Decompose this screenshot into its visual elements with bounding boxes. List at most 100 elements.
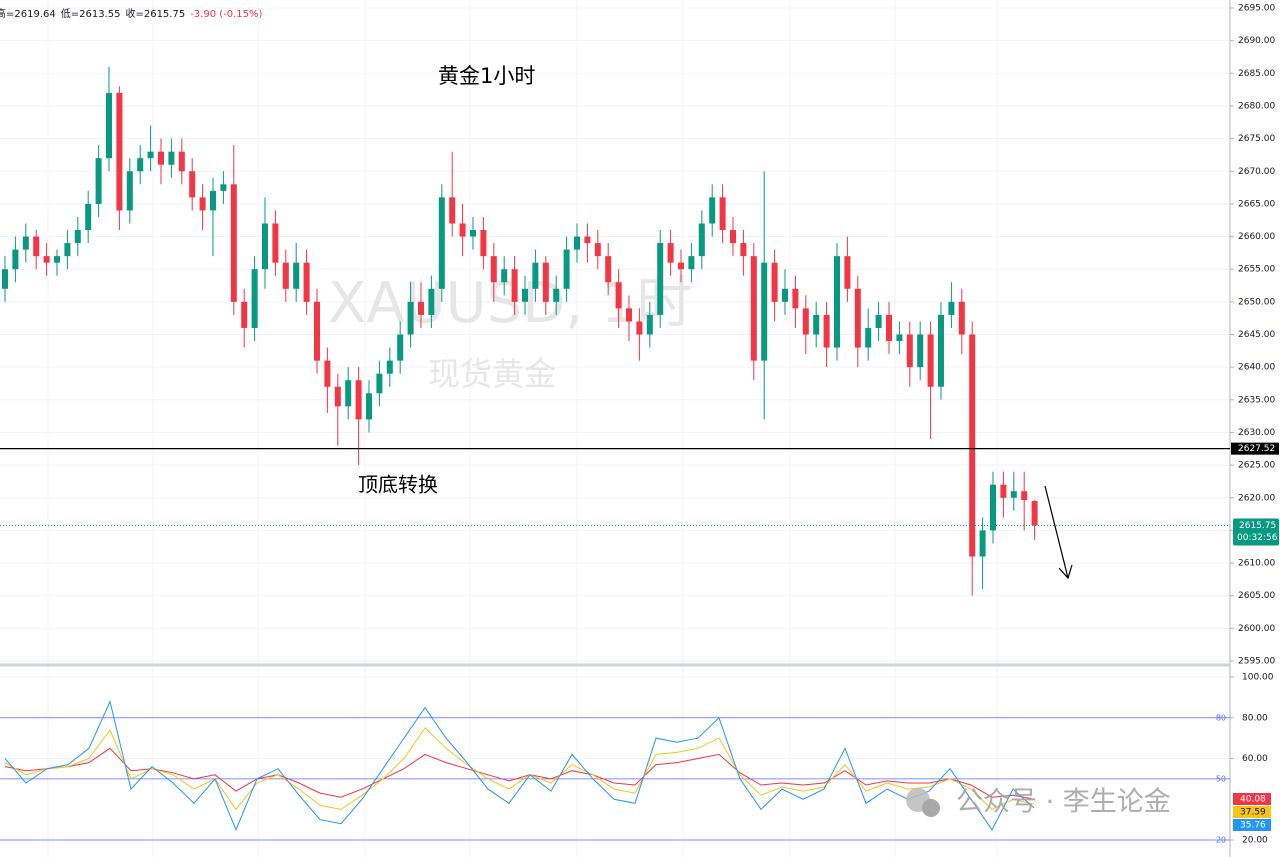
candle-body: [750, 256, 757, 361]
candle-body: [303, 262, 310, 302]
y-tick-label: 2655.00: [1238, 265, 1275, 275]
readout: 高=2619.64 低=2613.55 收=2615.75 -3.90 (-0.15%…: [0, 7, 263, 20]
candle-body: [147, 151, 154, 159]
candle-body: [64, 243, 71, 257]
readout-item: 低=2613.55: [61, 7, 121, 20]
candle-body: [542, 262, 549, 302]
y-tick-label: 2595.00: [1238, 657, 1275, 667]
candle-body: [241, 301, 248, 328]
candle-body: [126, 171, 133, 211]
readout-item: 收=2615.75: [125, 7, 185, 20]
arrow: [1044, 485, 1073, 580]
hline-tag: [1231, 442, 1279, 455]
y-tick-label: 2665.00: [1238, 199, 1275, 209]
candle-body: [875, 314, 882, 328]
candle-body: [470, 230, 476, 237]
candle-body: [917, 334, 924, 368]
candle-body: [251, 269, 258, 328]
candle-body: [2, 269, 8, 289]
watermark: XAUUSD, 1时: [328, 271, 693, 336]
footer-watermark-text: 公众号 · 李生论金: [956, 787, 1171, 818]
candle-body: [199, 197, 206, 211]
candle-body: [178, 151, 185, 172]
candle-body: [626, 308, 632, 322]
y-tick-label: 2650.00: [1238, 297, 1275, 307]
footer-watermark: 公众号 · 李生论金: [906, 787, 1171, 818]
last-price-label: 2615.75: [1239, 521, 1276, 531]
candle-body: [272, 223, 279, 263]
candle-body: [220, 184, 227, 191]
candle-body: [854, 288, 861, 348]
candle-body: [969, 334, 976, 557]
candle-body: [532, 262, 539, 289]
candle-body: [480, 230, 487, 257]
candle-body: [1031, 501, 1038, 526]
chart-title: 黄金1小时: [438, 64, 535, 88]
candle-body: [12, 249, 19, 270]
candle-body: [397, 334, 404, 361]
candle-body: [667, 243, 674, 263]
candle-body: [906, 334, 913, 368]
value-badge: [1233, 819, 1271, 831]
candle-body: [490, 256, 497, 283]
candle-body: [407, 301, 414, 335]
candle-body: [782, 288, 788, 302]
value-badge-label: 35.76: [1240, 821, 1266, 831]
candle-body: [1010, 491, 1017, 498]
candle-body: [927, 334, 934, 387]
candle-body: [522, 288, 528, 302]
candle-body: [553, 288, 560, 302]
y-tick-label: 2695.00: [1238, 4, 1275, 14]
y-tick-label: 2640.00: [1238, 363, 1275, 373]
value-badge: [1233, 806, 1271, 818]
candle-body: [366, 393, 372, 420]
candle-body: [428, 288, 435, 315]
candle-body: [709, 197, 716, 224]
candle-body: [418, 301, 424, 315]
level-label: 50: [1216, 774, 1226, 783]
candle-body: [230, 184, 237, 302]
candle-body: [345, 380, 352, 407]
candle-body: [594, 243, 601, 257]
y-tick-label: 2620.00: [1238, 493, 1275, 503]
y-tick-label: 2645.00: [1238, 330, 1275, 340]
value-badge-label: 40.08: [1240, 795, 1266, 805]
grid: [0, 0, 1230, 857]
candle-body: [334, 386, 341, 407]
candle-body: [813, 314, 820, 335]
candle-body: [605, 256, 612, 283]
y-tick-label: 2670.00: [1238, 167, 1275, 177]
y-tick-label: 60.00: [1242, 754, 1268, 764]
candle-body: [844, 256, 851, 289]
y-tick-label: 2675.00: [1238, 134, 1275, 144]
candle-body: [95, 158, 102, 204]
candle-body: [355, 380, 362, 420]
candle-body: [1000, 484, 1007, 498]
candle-body: [615, 282, 622, 309]
candle-body: [958, 301, 965, 335]
y-tick-label: 80.00: [1242, 713, 1268, 723]
readout-item: 高=2619.64: [0, 7, 56, 20]
watermark-sub: 现货黄金: [428, 355, 556, 393]
candle-body: [511, 269, 518, 302]
candle-body: [386, 360, 393, 374]
hline-tag-label: 2627.52: [1238, 444, 1275, 454]
candle-body: [438, 197, 445, 289]
candle-body: [43, 256, 50, 263]
y-tick-label: 2605.00: [1238, 591, 1275, 601]
candle-body: [990, 484, 996, 531]
candle-body: [22, 236, 29, 250]
candle-body: [33, 236, 40, 257]
candle-body: [116, 92, 123, 211]
y-tick-label: 2630.00: [1238, 428, 1275, 438]
candle-body: [688, 256, 695, 270]
candle-body: [636, 321, 643, 335]
level-label: 80: [1216, 713, 1226, 722]
candle-body: [501, 269, 508, 283]
candle-body: [262, 223, 268, 270]
candle-body: [761, 262, 768, 361]
candle-body: [657, 243, 664, 315]
candle-body: [293, 262, 300, 289]
candle-body: [823, 314, 830, 348]
